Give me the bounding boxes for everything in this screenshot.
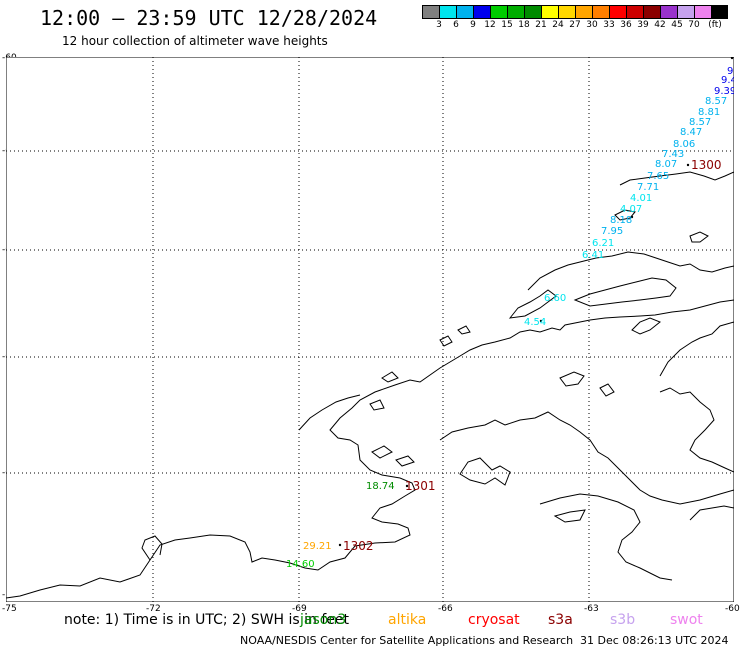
scale-swatch	[422, 5, 439, 19]
lon-label: -69	[292, 604, 307, 614]
scale-swatch	[592, 5, 609, 19]
scale-label: 27	[569, 20, 581, 30]
observation-label: 1	[733, 57, 734, 66]
track-markers	[338, 57, 734, 547]
observation-label: 8.47	[680, 127, 702, 138]
scale-swatch	[541, 5, 558, 19]
observation-label: 7.95	[601, 226, 623, 237]
scale-swatch	[473, 5, 490, 19]
scale-swatch	[626, 5, 643, 19]
satellite-legend-item: s3a	[548, 612, 573, 628]
scale-label: 39	[637, 20, 649, 30]
observation-label: 7.71	[637, 182, 659, 193]
observation-label: 8.06	[673, 139, 695, 150]
coastline	[6, 171, 734, 599]
map-title: 12:00 – 23:59 UTC 12/28/2024	[40, 6, 378, 30]
observation-labels: 1 9. 9.4 9.39 8.57 8.81 8.57 8.47 8.06 7…	[286, 57, 734, 570]
observation-label: 4.07	[620, 204, 642, 215]
station-label: 1302	[343, 539, 374, 553]
observation-label: 6.60	[544, 293, 566, 304]
scale-swatch	[490, 5, 507, 19]
observation-label: 7.43	[662, 149, 684, 160]
satellite-legend-item: jason3	[300, 612, 347, 628]
scale-label: 3	[436, 20, 442, 30]
observation-label: 7.65	[647, 171, 669, 182]
observation-label: 4.01	[630, 193, 652, 204]
observation-label: 4.54	[524, 317, 546, 328]
scale-label: 45	[671, 20, 683, 30]
observation-label: 9.4	[721, 75, 734, 86]
observation-label: 14.60	[286, 559, 315, 570]
satellite-legend-item: s3b	[610, 612, 636, 628]
observation-label: 18.74	[366, 481, 395, 492]
map-frame	[6, 57, 734, 602]
observation-label: 8.07	[655, 159, 677, 170]
station-label: 1301	[405, 479, 436, 493]
generated-timestamp: 31 Dec 08:26:13 UTC 2024	[580, 634, 729, 647]
scale-swatch	[643, 5, 660, 19]
scale-label: 6	[453, 20, 459, 30]
lon-label: -60	[725, 604, 740, 614]
lon-label: -63	[584, 604, 599, 614]
scale-swatch	[439, 5, 456, 19]
scale-label: 33	[603, 20, 615, 30]
scale-swatch	[558, 5, 575, 19]
scale-label: 18	[518, 20, 530, 30]
graticule	[6, 57, 734, 602]
scale-swatch	[456, 5, 473, 19]
scale-label: 12	[484, 20, 496, 30]
scale-swatch	[677, 5, 694, 19]
scale-swatch	[609, 5, 626, 19]
observation-label: 6.41	[582, 250, 604, 261]
scale-swatch	[507, 5, 524, 19]
scale-swatch	[711, 5, 728, 19]
scale-label: 42	[654, 20, 666, 30]
scale-label: 21	[535, 20, 547, 30]
scale-label: 9	[470, 20, 476, 30]
scale-swatch	[694, 5, 711, 19]
observation-label: 8.57	[705, 96, 727, 107]
lon-label: -72	[146, 604, 161, 614]
credit-line: NOAA/NESDIS Center for Satellite Applica…	[240, 634, 574, 647]
observation-label: 6.21	[592, 238, 614, 249]
lon-label: -75	[2, 604, 17, 614]
scale-swatch	[575, 5, 592, 19]
observation-label: 8.81	[698, 107, 720, 118]
observation-label: 8.18	[610, 215, 632, 226]
footer-note: note: 1) Time is in UTC; 2) SWH is in fe…	[64, 612, 350, 628]
wave-height-color-scale: 3 6 9 12 15 18 21 24 27 30 33 36 39 42 45 70 (ft)	[422, 5, 728, 35]
scale-label: 36	[620, 20, 632, 30]
scale-label: 70	[688, 20, 700, 30]
satellite-legend-item: swot	[670, 612, 703, 628]
satellite-legend-item: altika	[388, 612, 427, 628]
scale-unit: (ft)	[708, 20, 722, 30]
station-label: 1300	[691, 158, 722, 172]
color-scale-swatches	[422, 5, 728, 19]
scale-label: 30	[586, 20, 598, 30]
scale-label: 24	[552, 20, 564, 30]
observation-label: 9.	[727, 66, 734, 77]
scale-label: 15	[501, 20, 513, 30]
wave-height-map: 1 9. 9.4 9.39 8.57 8.81 8.57 8.47 8.06 7…	[6, 57, 734, 602]
scale-swatch	[524, 5, 541, 19]
observation-label: 29.21	[303, 541, 332, 552]
color-scale-labels: 3 6 9 12 15 18 21 24 27 30 33 36 39 42 45 70 (ft)	[422, 19, 728, 33]
satellite-legend-item: cryosat	[468, 612, 520, 628]
station-labels: 1300 1301 1302	[343, 158, 722, 553]
map-subtitle: 12 hour collection of altimeter wave hei…	[62, 34, 328, 48]
lon-label: -66	[438, 604, 453, 614]
scale-swatch	[660, 5, 677, 19]
observation-label: 8.57	[689, 117, 711, 128]
observation-label: 9.39	[714, 86, 734, 97]
